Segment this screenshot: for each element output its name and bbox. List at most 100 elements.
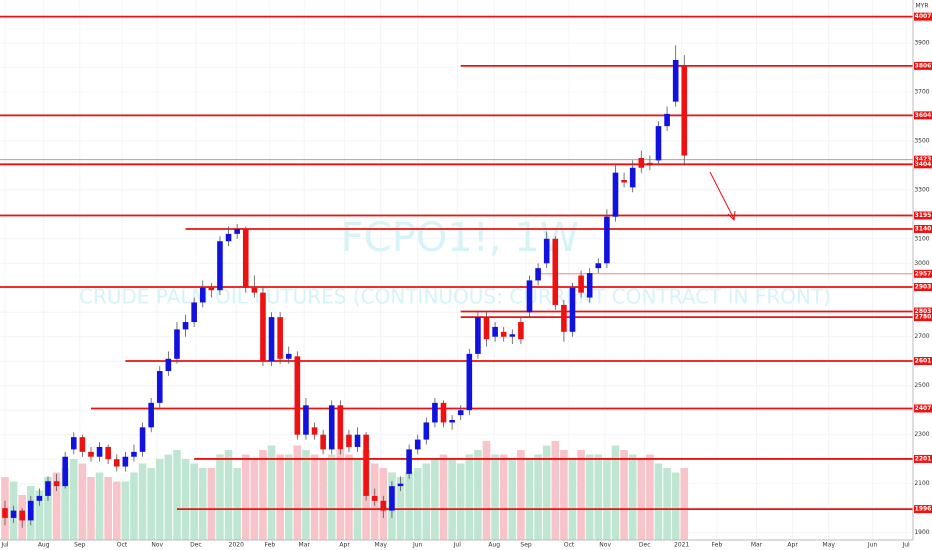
candle-body: [311, 427, 318, 435]
level-label: 3423: [915, 156, 932, 163]
level-label: 3140: [915, 225, 932, 232]
candle-body: [354, 434, 361, 447]
volume-bar: [663, 468, 671, 540]
volume-bar: [594, 454, 603, 540]
level-label-bg: [914, 356, 932, 365]
candle-body: [277, 317, 283, 359]
candle-body: [53, 481, 60, 487]
volume-bar: [284, 454, 293, 540]
candle-body: [285, 353, 292, 359]
candle-body: [526, 280, 533, 313]
candle-body: [242, 228, 249, 288]
volume-bar: [680, 468, 689, 540]
y-tick-label: 3100: [914, 235, 929, 242]
x-tick-label: Oct: [564, 542, 575, 549]
candle-body: [595, 263, 602, 269]
y-tick-label: 2100: [914, 480, 929, 487]
candle-body: [483, 317, 490, 340]
candle-body: [543, 238, 550, 264]
level-label: 2780: [915, 314, 932, 321]
candle-body: [113, 459, 120, 467]
candle-body: [156, 371, 163, 403]
volume-bar: [233, 468, 241, 540]
volume-bar: [121, 481, 130, 540]
x-tick-label: May: [823, 542, 836, 549]
candle-body: [518, 322, 524, 340]
level-label-bg: [914, 454, 932, 463]
y-tick-label: 3000: [914, 260, 929, 267]
level-label: 4007: [915, 13, 932, 20]
volume-bar: [138, 463, 147, 540]
y-tick-label: 2500: [914, 382, 929, 389]
volume-bar: [241, 454, 250, 540]
level-label: 1996: [915, 506, 932, 513]
candle-body: [655, 126, 662, 161]
candle-body: [406, 449, 412, 474]
volume-bar: [130, 472, 138, 540]
volume-bar: [87, 477, 95, 540]
volume-bar: [319, 459, 327, 540]
level-label-bg: [914, 160, 932, 169]
level-label: 2803: [915, 308, 932, 315]
x-tick-label: 2021: [674, 542, 689, 549]
candle-body: [303, 405, 309, 435]
candle-body: [131, 451, 137, 457]
candle-body: [19, 510, 25, 521]
volume-bar: [517, 450, 525, 540]
level-label-bg: [914, 505, 932, 514]
volume-bar: [499, 454, 508, 540]
candle-body: [363, 434, 369, 496]
candle-body: [79, 437, 86, 452]
volume-bar: [542, 445, 551, 540]
x-tick-label: Feb: [265, 542, 276, 549]
volume-bar: [491, 454, 499, 540]
volume-bar: [190, 463, 198, 540]
candle-body: [174, 329, 180, 359]
y-tick-label: 2700: [914, 333, 929, 340]
volume-bar: [671, 472, 680, 540]
x-tick-label: Jul: [453, 542, 462, 549]
candle-body: [268, 317, 275, 362]
candle-body: [432, 402, 438, 423]
volume-bar: [147, 468, 155, 540]
x-tick-label: Aug: [488, 542, 500, 549]
x-tick-label: May: [375, 542, 388, 549]
volume-bar: [95, 472, 104, 540]
arrow-head: [727, 210, 736, 222]
x-tick-label: Dec: [639, 542, 651, 549]
candle-body: [337, 405, 344, 450]
volume-bar: [456, 463, 465, 540]
level-label: 3404: [915, 161, 932, 168]
volume-bar: [422, 463, 431, 540]
volume-bar: [336, 450, 345, 540]
candle-body: [466, 353, 473, 411]
candle-body: [251, 287, 258, 293]
volume-bar: [405, 472, 413, 540]
x-tick-label: Nov: [151, 542, 163, 549]
level-label: 3195: [915, 212, 932, 219]
level-label-bg: [914, 307, 932, 316]
candle-body: [647, 162, 653, 166]
x-tick-label: Oct: [117, 542, 128, 549]
volume-bar: [413, 468, 422, 540]
x-tick-label: 2020: [229, 542, 244, 549]
volume-bar: [181, 459, 190, 540]
volume-bar: [293, 445, 302, 540]
candle-body: [294, 356, 301, 435]
y-tick-label: 3500: [914, 137, 929, 144]
volume-bar: [267, 445, 276, 540]
x-tick-label: Aug: [38, 542, 50, 549]
volume-bar: [276, 454, 284, 540]
candle-body: [414, 439, 421, 450]
candle-body: [664, 113, 670, 127]
volume-bar: [250, 459, 259, 540]
candle-body: [552, 238, 559, 305]
candle-body: [535, 268, 541, 281]
level-label: 2903: [915, 284, 932, 291]
candle-body: [346, 434, 352, 447]
candle-body: [500, 331, 507, 337]
volume-bar: [207, 468, 216, 540]
candle-body: [105, 446, 111, 460]
candle-body: [492, 326, 498, 337]
y-tick-label: 3700: [914, 88, 929, 95]
